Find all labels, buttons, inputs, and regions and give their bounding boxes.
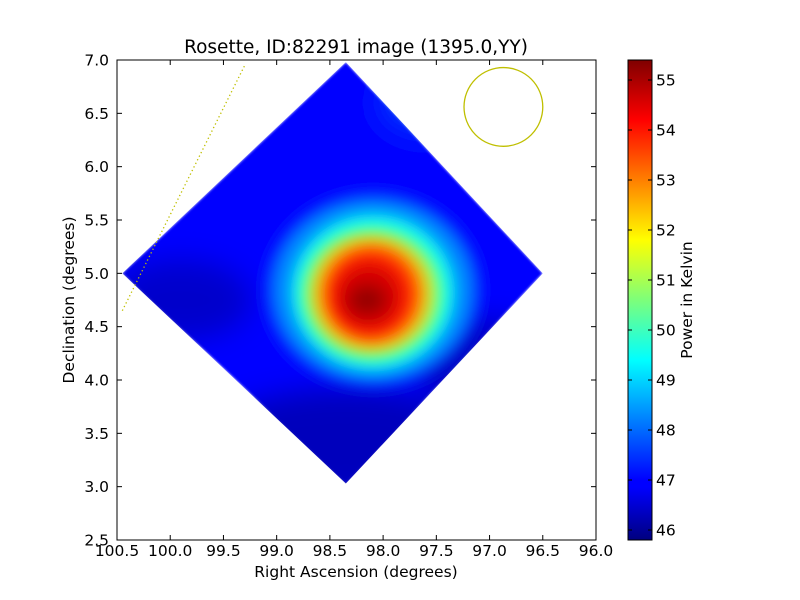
x-tick-label: 98.5 (313, 542, 348, 560)
colorbar-tick-label: 54 (656, 122, 676, 140)
heat-blob (122, 260, 251, 340)
y-tick-label: 7.0 (84, 52, 109, 70)
y-tick-label: 5.0 (84, 265, 109, 283)
y-tick-label: 6.5 (84, 105, 109, 123)
x-tick-label: 99.5 (206, 542, 241, 560)
y-tick-label: 6.0 (84, 158, 109, 176)
colorbar-tick-label: 50 (656, 322, 676, 340)
colorbar-tick-label: 51 (656, 272, 676, 290)
colorbar-tick-label: 47 (656, 472, 676, 490)
heat-contour (349, 286, 386, 314)
y-tick-label: 4.0 (84, 372, 109, 390)
x-tick-label: 99.0 (259, 542, 294, 560)
colorbar-label: Power in Kelvin (678, 241, 696, 358)
overlays (121, 65, 544, 311)
colorbar-tick-label: 53 (656, 172, 676, 190)
colorbar-tick-label: 52 (656, 222, 676, 240)
y-axis-label: Declination (degrees) (60, 216, 78, 383)
y-tick-label: 3.5 (84, 425, 109, 443)
beam-circle (463, 66, 544, 147)
chart-title: Rosette, ID:82291 image (1395.0,YY) (184, 37, 528, 58)
colorbar-ticks: 46 47 48 49 50 51 52 53 54 55 (628, 72, 676, 540)
axes-frame (116, 59, 597, 541)
y-tick-label: 5.5 (84, 212, 109, 230)
heat-blob (375, 67, 476, 138)
x-axis-ticks: 100.5 100.0 99.5 99.0 98.5 98.0 97.5 97.0 96.5 96… (95, 60, 613, 560)
colorbar-tick-label: 46 (656, 522, 676, 540)
x-tick-label: 98.0 (366, 542, 401, 560)
heatmap-image (122, 62, 543, 484)
y-tick-label: 3.0 (84, 478, 109, 496)
y-tick-label: 4.5 (84, 318, 109, 336)
y-tick-label: 2.5 (84, 532, 109, 550)
colorbar-tick-label: 55 (656, 72, 676, 90)
x-tick-label: 96.5 (526, 542, 561, 560)
heat-blob (205, 389, 486, 484)
x-tick-label: 100.5 (95, 542, 139, 560)
colorbar-tick-label: 49 (656, 372, 676, 390)
x-tick-label: 96.0 (579, 542, 614, 560)
colorbar-tick-label: 48 (656, 422, 676, 440)
x-tick-label: 97.0 (472, 542, 507, 560)
x-axis-label: Right Ascension (degrees) (254, 563, 457, 581)
dotted-line (121, 65, 246, 311)
x-tick-label: 100.0 (148, 542, 192, 560)
colorbar (627, 59, 653, 541)
x-tick-label: 97.5 (419, 542, 454, 560)
y-axis-ticks: 2.5 3.0 3.5 4.0 4.5 5.0 5.5 6.0 6.5 7.0 (84, 52, 596, 550)
